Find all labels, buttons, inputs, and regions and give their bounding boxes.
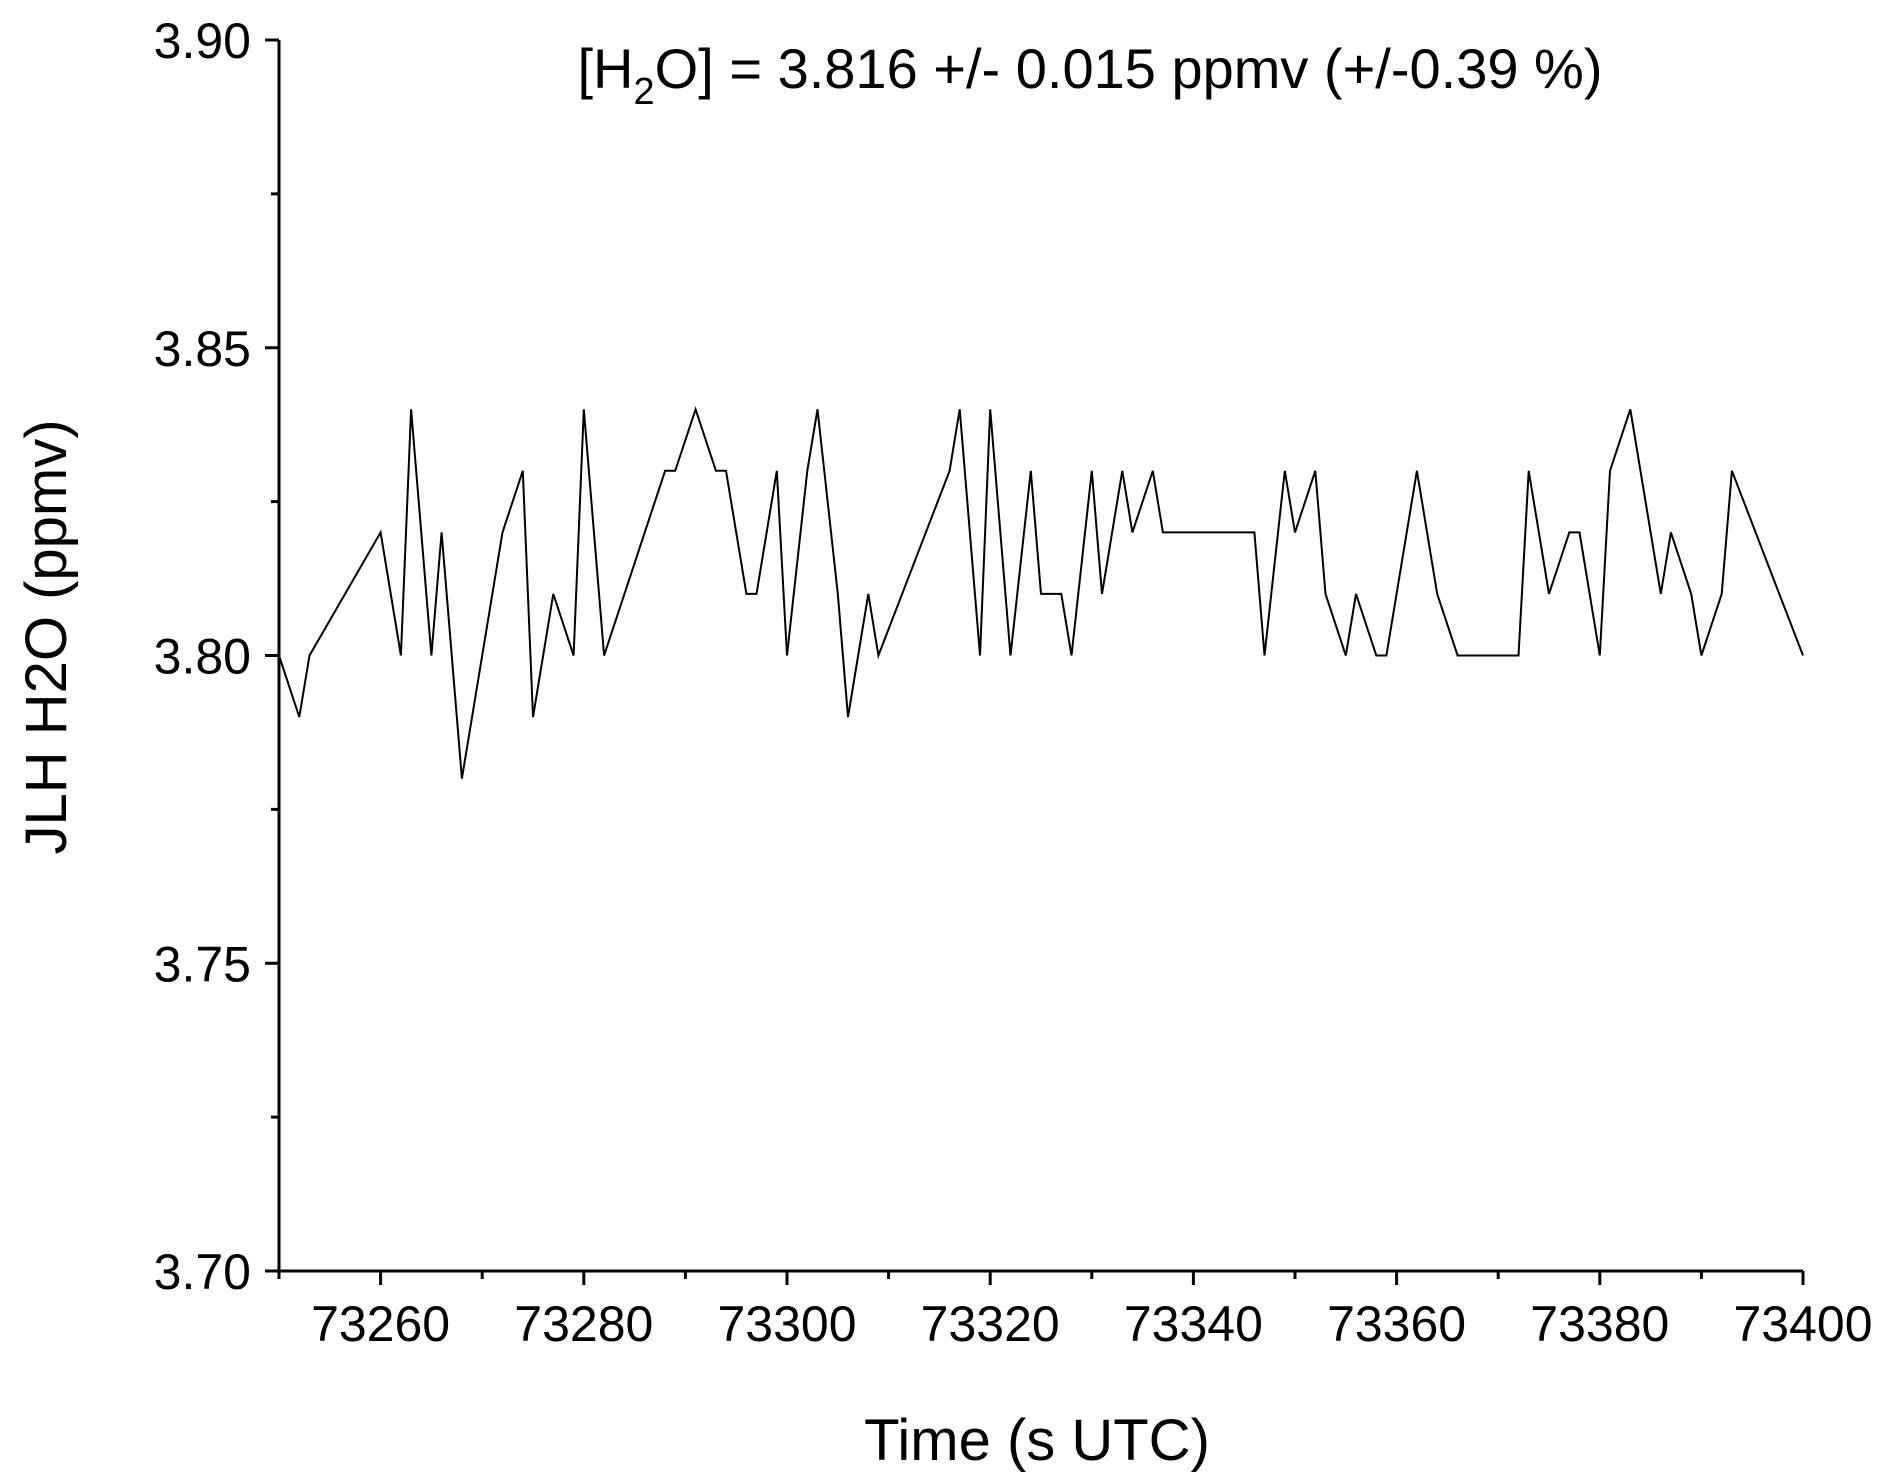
y-tick-label: 3.70 [154,1244,251,1300]
y-axis-title: JLH H2O (ppmv) [14,419,79,854]
series-line [278,406,1804,779]
y-axis: 3.70 3.75 3.80 3.85 3.90 [154,13,281,1300]
x-tick-label: 73320 [921,1296,1060,1352]
annotation-suffix: O] = 3.816 +/- 0.015 ppmv (+/-0.39 %) [655,37,1603,100]
x-tick-label: 73400 [1733,1296,1872,1352]
series-layer [278,406,1804,779]
y-tick-label: 3.90 [154,13,251,69]
x-tick-label: 73260 [311,1296,450,1352]
annotation-prefix: [H [578,37,634,100]
x-axis-title: Time (s UTC) [864,1408,1210,1473]
x-tick-label: 73340 [1124,1296,1263,1352]
x-tick-label: 73280 [514,1296,653,1352]
x-tick-label: 73360 [1327,1296,1466,1352]
y-tick-label: 3.75 [154,936,251,992]
chart-annotation: [H2O] = 3.816 +/- 0.015 ppmv (+/-0.39 %) [578,37,1603,113]
annotation-subscript: 2 [634,71,655,113]
x-axis: 73260 73280 73300 73320 73340 73360 73380 73400 [277,1269,1873,1352]
x-tick-label: 73300 [717,1296,856,1352]
y-tick-label: 3.80 [154,629,251,685]
x-tick-label: 73380 [1530,1296,1669,1352]
y-tick-label: 3.85 [154,321,251,377]
